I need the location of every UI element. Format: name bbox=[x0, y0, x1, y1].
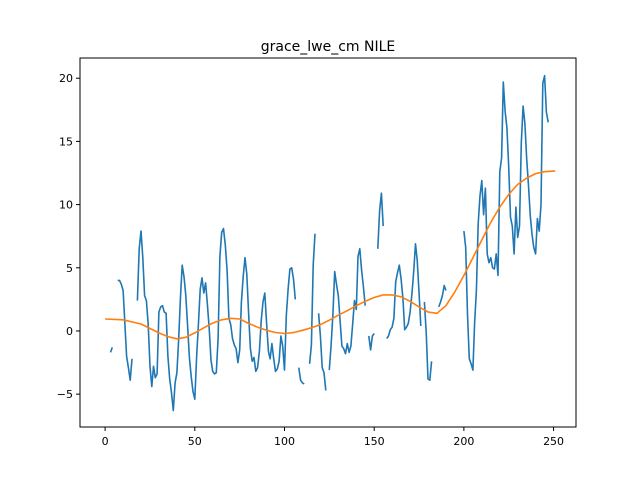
x-tick-label: 250 bbox=[543, 435, 564, 448]
y-tick-label: 5 bbox=[66, 262, 73, 275]
x-tick-label: 150 bbox=[364, 435, 385, 448]
series-1-line-segment bbox=[328, 248, 366, 371]
x-axis: 0 50 100 150 200 250 bbox=[102, 427, 564, 448]
series-1-line-segment bbox=[463, 74, 549, 371]
x-tick-label: 0 bbox=[102, 435, 109, 448]
plot-frame bbox=[79, 57, 577, 428]
y-axis: −5 0 5 10 15 20 bbox=[57, 72, 80, 401]
y-tick-label: 15 bbox=[59, 135, 73, 148]
series-1-line-segment bbox=[377, 192, 384, 249]
x-tick-label: 50 bbox=[188, 435, 202, 448]
series-1-line-segment bbox=[317, 313, 327, 391]
chart-title: grace_lwe_cm NILE bbox=[261, 39, 396, 55]
series-1-line-segment bbox=[308, 233, 316, 364]
series-1-line-segment bbox=[109, 347, 114, 353]
y-tick-label: 20 bbox=[59, 72, 73, 85]
series-1-line-segment bbox=[298, 367, 305, 385]
series-1-line-segment bbox=[423, 301, 433, 382]
y-tick-label: −5 bbox=[57, 388, 73, 401]
y-tick-label: 0 bbox=[66, 325, 73, 338]
y-tick-label: 10 bbox=[59, 199, 73, 212]
series-1-line-segment bbox=[438, 284, 447, 308]
plot-lines bbox=[105, 74, 556, 412]
x-tick-label: 100 bbox=[274, 435, 295, 448]
series-1-line-segment bbox=[368, 333, 375, 351]
x-tick-label: 200 bbox=[453, 435, 474, 448]
series-1-line-segment bbox=[117, 279, 133, 382]
series-1-line-segment bbox=[386, 243, 422, 339]
series-2-line-segment bbox=[105, 170, 556, 340]
series-1-line-segment bbox=[136, 227, 297, 412]
